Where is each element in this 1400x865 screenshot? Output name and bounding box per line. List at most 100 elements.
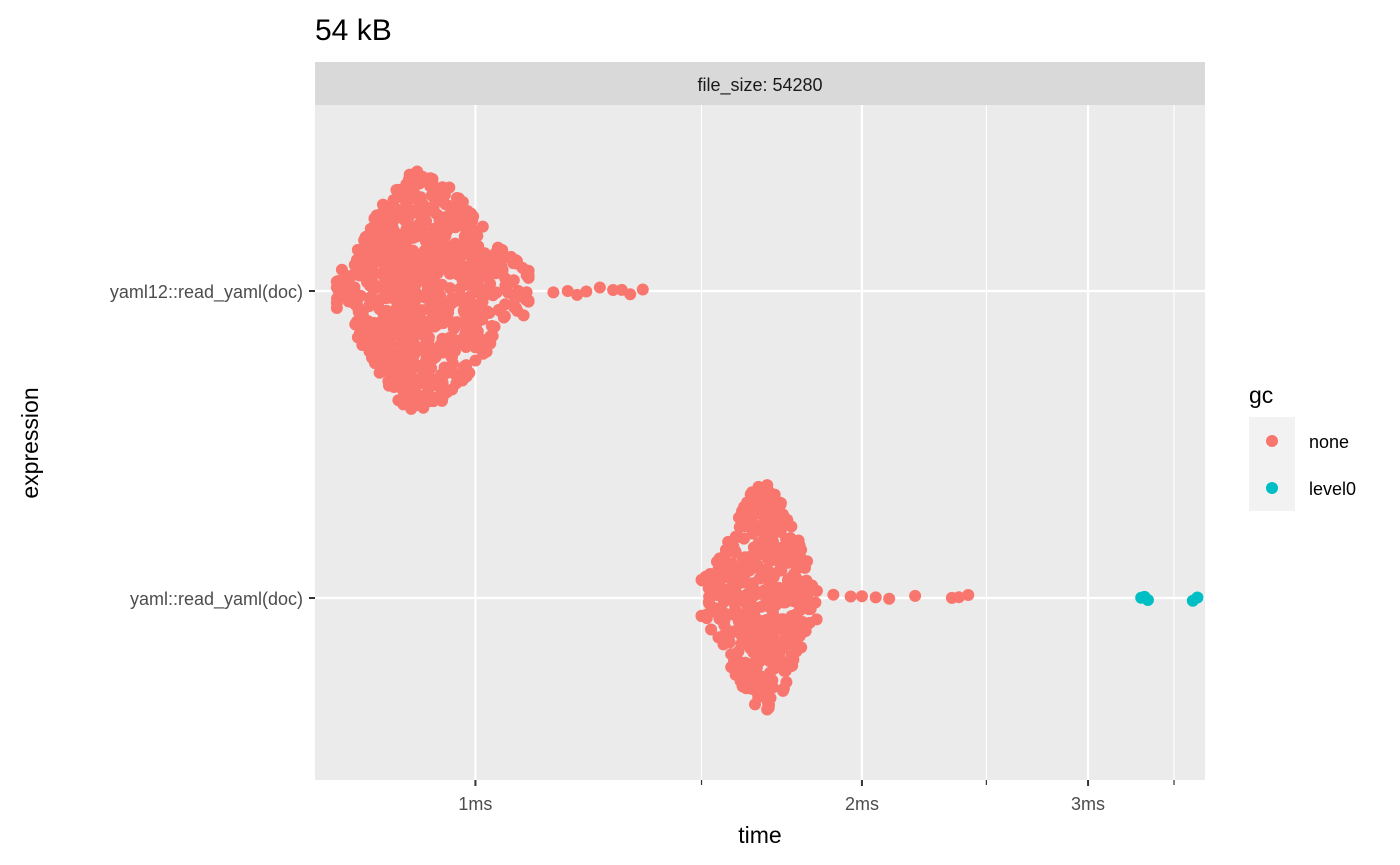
data-point [395, 382, 408, 395]
data-point [373, 303, 386, 316]
data-point [401, 221, 414, 234]
data-point [382, 379, 395, 392]
data-point [414, 191, 427, 204]
data-point [766, 674, 779, 687]
data-point [547, 286, 560, 299]
data-point [800, 595, 813, 608]
data-point [607, 284, 620, 297]
data-point [332, 284, 345, 297]
data-point [788, 595, 801, 608]
data-point [458, 306, 471, 319]
data-point [747, 560, 760, 573]
data-point [403, 273, 416, 286]
data-point [737, 566, 750, 578]
data-point [509, 292, 522, 305]
data-point [909, 589, 922, 602]
data-point [427, 395, 440, 408]
data-point [518, 290, 531, 303]
legend-key-level0 [1266, 482, 1278, 494]
data-point [1141, 593, 1154, 606]
data-point [368, 239, 381, 252]
data-point [561, 285, 574, 298]
data-point [468, 231, 481, 244]
x-axis-title: time [738, 822, 781, 848]
data-point [571, 288, 584, 301]
data-point [496, 263, 509, 276]
data-point [470, 271, 483, 284]
data-point [392, 238, 405, 251]
data-point [844, 590, 857, 603]
data-point [747, 541, 760, 554]
data-point [731, 656, 744, 669]
data-point [421, 273, 434, 286]
data-point [580, 285, 593, 298]
y-tick-label: yaml::read_yaml(doc) [130, 589, 303, 610]
data-point [416, 304, 429, 317]
data-point [795, 543, 808, 556]
data-point [366, 351, 379, 364]
data-point [827, 588, 840, 601]
data-point [883, 592, 896, 605]
data-point [757, 527, 770, 540]
data-point [407, 231, 420, 244]
data-point [706, 585, 719, 598]
data-point [363, 258, 376, 271]
data-point [383, 218, 396, 231]
data-point [717, 606, 730, 619]
data-point [330, 301, 343, 314]
data-point [476, 220, 489, 233]
data-point [377, 231, 390, 244]
data-point [439, 198, 452, 211]
data-point [796, 616, 809, 629]
data-point [782, 628, 795, 641]
data-point [428, 320, 441, 333]
data-point [496, 243, 509, 256]
data-point [730, 625, 743, 638]
data-point [443, 299, 456, 312]
data-point [786, 640, 799, 653]
data-point [474, 336, 487, 349]
data-point [695, 610, 708, 623]
data-point [703, 597, 716, 610]
data-point [723, 636, 736, 649]
data-point [769, 598, 782, 611]
data-point [793, 629, 806, 642]
data-point [374, 210, 387, 223]
data-point [466, 316, 479, 329]
data-point [406, 312, 419, 325]
data-point [341, 269, 354, 282]
data-point [449, 221, 462, 234]
data-points [330, 165, 1204, 716]
data-point [593, 281, 606, 294]
data-point [741, 672, 754, 685]
data-point [770, 587, 783, 600]
data-point [382, 336, 395, 349]
data-point [449, 237, 462, 250]
data-point [422, 331, 435, 344]
grid-minor [700, 105, 1175, 780]
data-point [624, 288, 637, 301]
legend: gc none level0 [1249, 382, 1356, 511]
data-point [357, 315, 370, 328]
data-point [421, 381, 434, 394]
data-point [330, 275, 343, 288]
data-point [741, 496, 754, 509]
data-point [428, 284, 441, 297]
data-point [776, 642, 789, 655]
data-point [773, 500, 786, 513]
data-point [869, 591, 882, 604]
data-point [390, 251, 403, 264]
data-point [418, 231, 431, 244]
data-point [393, 277, 406, 290]
data-point [759, 645, 772, 658]
data-point [388, 204, 401, 217]
data-point [482, 263, 495, 276]
data-point [423, 370, 436, 383]
data-point [443, 267, 456, 280]
data-point [760, 613, 773, 626]
data-point [399, 323, 412, 336]
data-point [425, 297, 438, 310]
data-point [446, 357, 459, 370]
data-point [511, 304, 524, 317]
